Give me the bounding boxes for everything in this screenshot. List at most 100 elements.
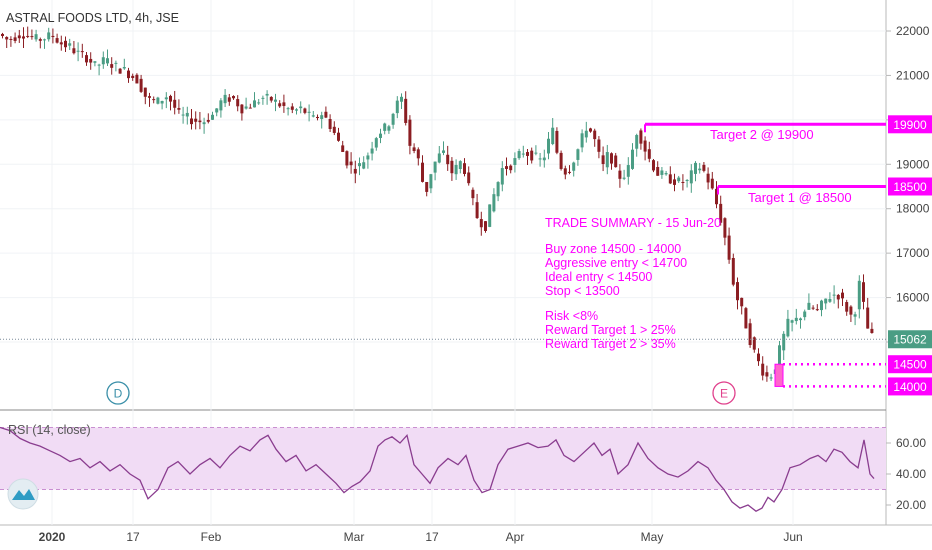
- candle-body: [257, 102, 261, 104]
- candle-body: [572, 162, 576, 171]
- candle-body: [26, 35, 30, 37]
- candle-body: [51, 35, 55, 38]
- price-tick-label: 16000: [896, 291, 930, 305]
- candle-body: [463, 163, 466, 174]
- candle-body: [488, 204, 492, 227]
- candle-body: [68, 43, 72, 46]
- candle-body: [593, 130, 597, 140]
- target-1-price-label: 18500: [893, 180, 927, 194]
- time-tick-label: 2020: [39, 530, 66, 544]
- candle-body: [395, 100, 399, 114]
- summary-line: Reward Target 2 > 35%: [545, 337, 676, 351]
- candle-body: [866, 307, 870, 329]
- candle-body: [433, 161, 437, 173]
- candle-body: [341, 145, 345, 152]
- event-marker-e[interactable]: E: [712, 381, 736, 405]
- candle-body: [412, 147, 416, 151]
- candle-body: [106, 58, 109, 64]
- candle-body: [110, 64, 114, 68]
- candle-body: [274, 99, 277, 102]
- candle-body: [727, 235, 731, 260]
- candle-body: [471, 189, 475, 199]
- candle-body: [227, 97, 231, 102]
- candle-body: [76, 50, 80, 52]
- event-marker-e-label: E: [720, 387, 728, 401]
- event-marker-d[interactable]: D: [106, 381, 130, 405]
- last-price-label-bg: [888, 330, 932, 349]
- candle-body: [328, 119, 332, 129]
- candle-body: [689, 170, 693, 184]
- event-marker-d-label: D: [114, 387, 123, 401]
- candle-body: [605, 152, 609, 168]
- candle-body: [240, 104, 244, 114]
- candle-body: [248, 107, 252, 109]
- candle-body: [307, 111, 311, 113]
- rsi-axis: 60.00 40.00 20.00: [886, 436, 926, 512]
- candle-body: [387, 126, 391, 131]
- candle-body: [538, 158, 542, 160]
- candle-body: [55, 38, 59, 43]
- candle-body: [22, 36, 25, 39]
- trade-summary: TRADE SUMMARY - 15 Jun-20 Buy zone 14500…: [545, 216, 721, 351]
- candle-body: [211, 114, 214, 120]
- summary-line: Aggressive entry < 14700: [545, 256, 687, 270]
- candle-body: [303, 108, 307, 113]
- candle-body: [836, 294, 840, 300]
- time-tick-label: Apr: [506, 530, 525, 544]
- candle-body: [17, 35, 21, 39]
- candle-body: [719, 203, 723, 223]
- candle-body: [118, 68, 122, 74]
- candle-body: [677, 177, 681, 182]
- candle-body: [286, 108, 290, 110]
- candle-body: [723, 218, 727, 238]
- candle-body: [349, 161, 353, 166]
- chart-logo[interactable]: [7, 478, 39, 510]
- candle-body: [425, 181, 429, 192]
- last-price-label: 15062: [893, 333, 927, 347]
- candle-body: [559, 152, 563, 169]
- candle-body: [190, 118, 193, 125]
- candle-body: [261, 97, 265, 99]
- candle-body: [748, 323, 752, 345]
- candle-body: [236, 99, 240, 107]
- candle-body: [139, 78, 143, 92]
- candle-body: [517, 151, 521, 159]
- candle-body: [59, 42, 63, 45]
- rsi-band-fill: [0, 427, 886, 490]
- candle-body: [673, 179, 676, 185]
- candle-body: [799, 318, 802, 321]
- summary-line: Ideal entry < 14500: [545, 270, 652, 284]
- time-tick-label: May: [641, 530, 664, 544]
- candle-body: [857, 280, 861, 310]
- candle-body: [479, 219, 483, 228]
- candle-body: [698, 168, 702, 171]
- candle-body: [786, 318, 790, 337]
- candle-body: [379, 133, 382, 138]
- target-1-price-label-bg: [888, 177, 932, 196]
- candle-body: [584, 130, 588, 138]
- candle-body: [458, 161, 462, 170]
- candle-body: [618, 170, 622, 179]
- candle-body: [580, 133, 584, 148]
- candle-body: [148, 96, 151, 98]
- candle-body: [681, 182, 685, 184]
- candle-body: [824, 298, 828, 304]
- candle-body: [311, 115, 315, 117]
- candle-body: [660, 170, 664, 175]
- candle-body: [500, 168, 504, 185]
- candle-body: [647, 149, 651, 159]
- buy-zone-top-label-bg: [888, 355, 932, 374]
- candle-body: [811, 307, 815, 309]
- candle-body: [143, 87, 147, 97]
- candle-body: [177, 107, 181, 110]
- candle-body: [127, 70, 130, 79]
- candle-body: [740, 297, 744, 307]
- candle-body: [206, 119, 210, 122]
- candle-body: [185, 112, 189, 117]
- candle-body: [85, 55, 88, 63]
- candle-body: [408, 119, 412, 146]
- rsi-label: RSI (14, close): [8, 423, 91, 437]
- candle-body: [362, 162, 366, 169]
- candle-body: [484, 221, 487, 231]
- candle-body: [421, 162, 424, 182]
